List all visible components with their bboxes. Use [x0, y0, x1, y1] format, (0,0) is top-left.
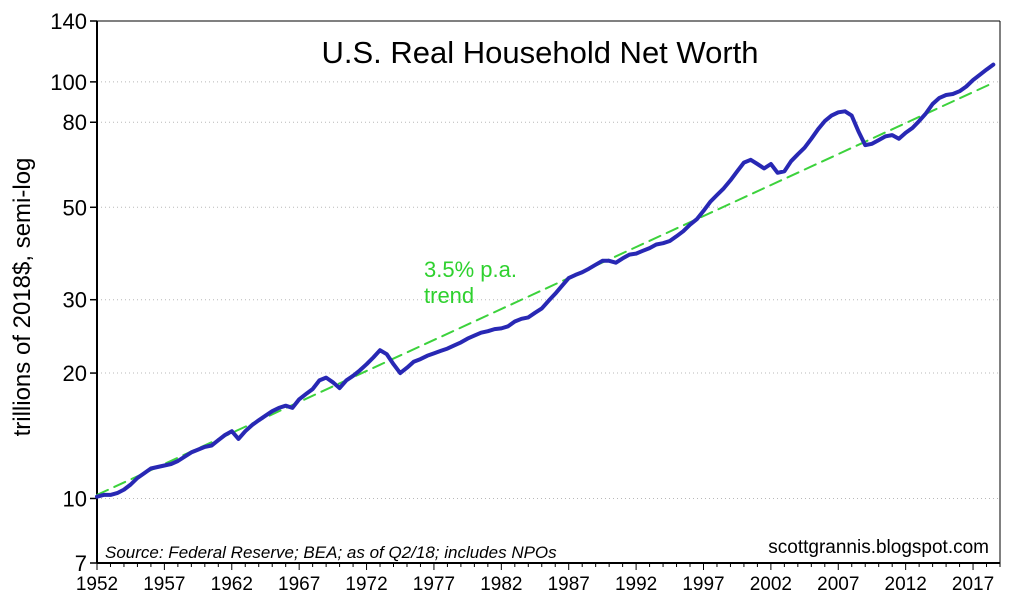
trend-label-line2: trend	[424, 283, 474, 308]
x-tick-label: 1957	[143, 574, 185, 595]
x-tick-label: 1997	[682, 574, 724, 595]
x-tick-label: 1992	[615, 574, 657, 595]
y-tick-label: 10	[63, 486, 87, 511]
y-tick-label: 100	[50, 70, 87, 95]
x-tick-label: 1952	[76, 574, 118, 595]
chart-title: U.S. Real Household Net Worth	[321, 35, 758, 70]
x-tick-label: 1972	[345, 574, 387, 595]
x-tick-label: 1982	[480, 574, 522, 595]
trend-label-line1: 3.5% p.a.	[424, 257, 517, 282]
x-tick-label: 2012	[885, 574, 927, 595]
x-tick-label: 1977	[413, 574, 455, 595]
x-tick-label: 2007	[817, 574, 859, 595]
y-tick-label: 7	[75, 551, 87, 576]
x-tick-label: 1962	[211, 574, 253, 595]
x-tick-label: 2017	[952, 574, 994, 595]
source-note: Source: Federal Reserve; BEA; as of Q2/1…	[105, 543, 557, 562]
y-tick-label: 20	[63, 361, 87, 386]
y-tick-label: 50	[63, 195, 87, 220]
tick-labels: 7 10 20 30 50 80 100 140 1952 1957 1962 1967 1972 197…	[50, 9, 994, 595]
y-axis-label: trillions of 2018$, semi-log	[9, 158, 36, 437]
net-worth-line	[95, 62, 996, 499]
axes	[90, 20, 1001, 570]
series-lines	[95, 62, 996, 499]
y-tick-label: 30	[63, 288, 87, 313]
x-tick-label: 1987	[548, 574, 590, 595]
trend-line	[96, 81, 995, 496]
credit-note: scottgrannis.blogspot.com	[768, 537, 989, 558]
x-tick-label: 1967	[278, 574, 320, 595]
grid-lines	[97, 81, 1000, 499]
y-tick-label: 80	[63, 110, 87, 135]
x-tick-label: 2002	[750, 574, 792, 595]
y-tick-label: 140	[50, 9, 87, 34]
